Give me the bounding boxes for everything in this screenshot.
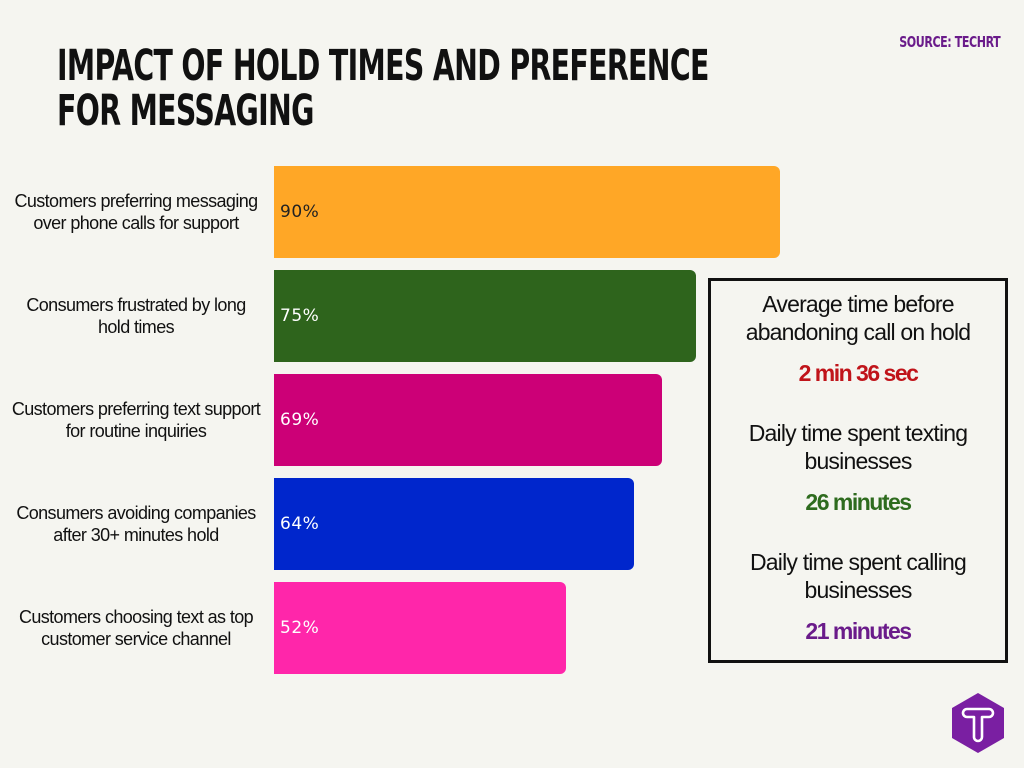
- stat-calling: Daily time spent calling businesses 21 m…: [711, 548, 1005, 645]
- bar-row: Consumers avoiding companies after 30+ m…: [0, 478, 800, 570]
- bar-label: Customers choosing text as top customer …: [18, 607, 254, 649]
- bar-value: 52%: [280, 618, 320, 638]
- bar-label: Customers preferring messaging over phon…: [14, 191, 258, 233]
- stat-hold-abandon: Average time before abandoning call on h…: [711, 290, 1005, 387]
- stat-texting: Daily time spent texting businesses 26 m…: [711, 419, 1005, 516]
- bar: 75%: [274, 270, 696, 362]
- bar: 90%: [274, 166, 780, 258]
- stats-box: Average time before abandoning call on h…: [708, 278, 1008, 663]
- bar: 52%: [274, 582, 566, 674]
- bar-row: Customers choosing text as top customer …: [0, 582, 800, 674]
- stat-answer: 21 minutes: [805, 618, 912, 644]
- page-title: IMPACT OF HOLD TIMES AND PREFERENCE FOR …: [57, 41, 709, 136]
- techrt-logo-icon: [952, 693, 1004, 753]
- bar-value: 69%: [280, 410, 320, 430]
- bar-row: Customers preferring messaging over phon…: [0, 166, 800, 258]
- source-label: SOURCE: TECHRT: [898, 33, 1001, 51]
- bar-value: 90%: [280, 202, 320, 222]
- bar-row: Consumers frustrated by long hold times …: [0, 270, 800, 362]
- stat-question: Average time before abandoning call on h…: [745, 291, 971, 345]
- stat-question: Daily time spent calling businesses: [749, 549, 967, 603]
- bar: 69%: [274, 374, 662, 466]
- bar-value: 64%: [280, 514, 320, 534]
- bar-row: Customers preferring text support for ro…: [0, 374, 800, 466]
- title-line-1: IMPACT OF HOLD TIMES AND PREFERENCE: [57, 41, 709, 91]
- bar-label: Consumers frustrated by long hold times: [26, 295, 246, 337]
- stat-answer: 26 minutes: [805, 489, 912, 515]
- bar-value: 75%: [280, 306, 320, 326]
- stat-question: Daily time spent texting businesses: [748, 420, 968, 474]
- bar: 64%: [274, 478, 634, 570]
- bar-label: Consumers avoiding companies after 30+ m…: [16, 503, 256, 545]
- stat-answer: 2 min 36 sec: [798, 360, 919, 386]
- bar-label: Customers preferring text support for ro…: [11, 399, 261, 441]
- title-line-2: FOR MESSAGING: [57, 86, 314, 136]
